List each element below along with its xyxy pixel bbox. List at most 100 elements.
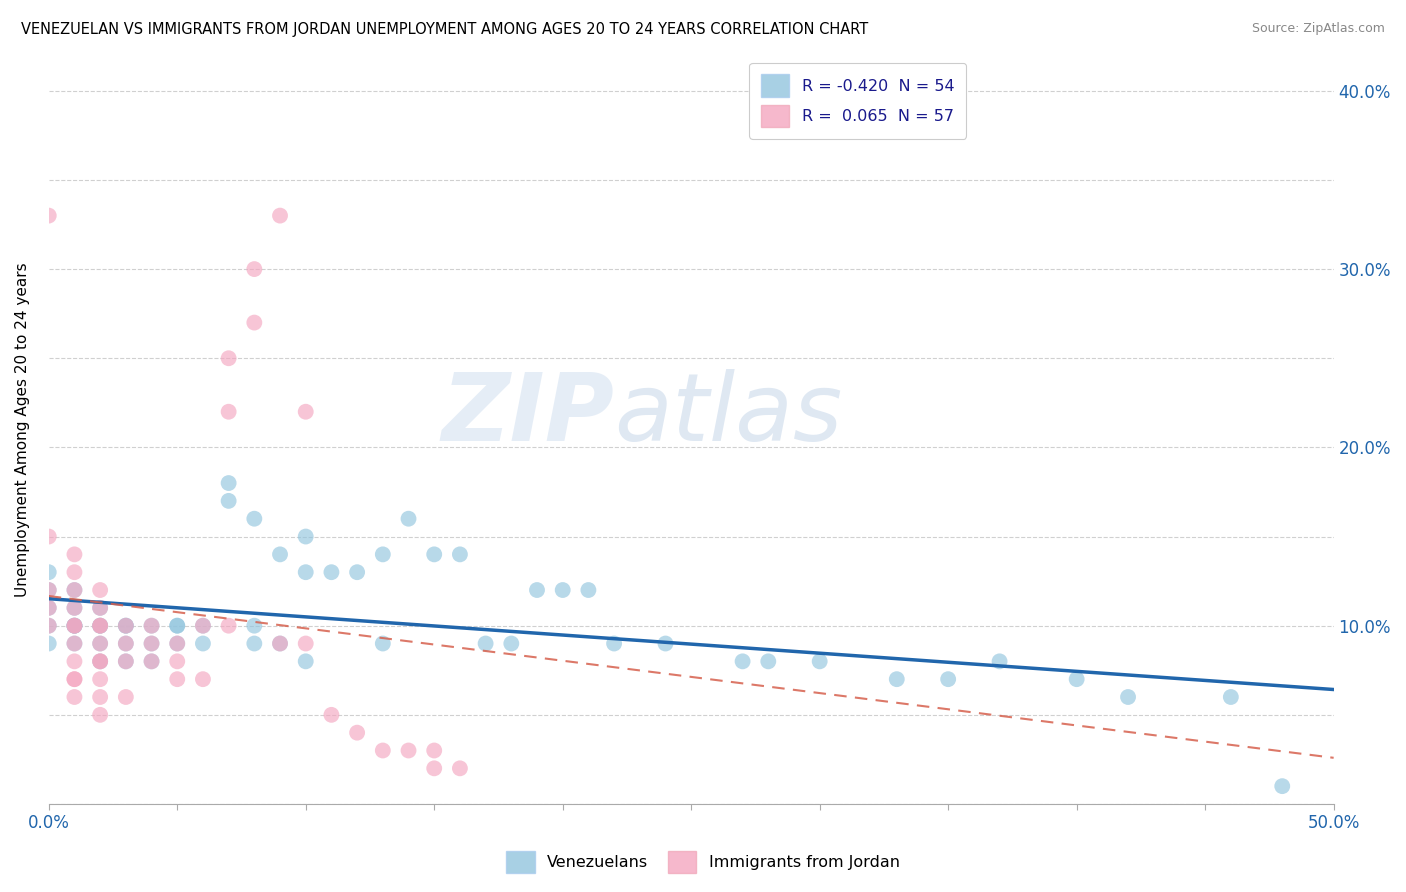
Point	[63, 636, 86, 650]
Point	[141, 654, 163, 668]
Point	[63, 600, 86, 615]
Point	[38, 530, 60, 544]
Point	[501, 636, 523, 650]
Point	[89, 636, 111, 650]
Point	[191, 618, 214, 632]
Point	[89, 618, 111, 632]
Text: VENEZUELAN VS IMMIGRANTS FROM JORDAN UNEMPLOYMENT AMONG AGES 20 TO 24 YEARS CORR: VENEZUELAN VS IMMIGRANTS FROM JORDAN UNE…	[21, 22, 869, 37]
Point	[89, 618, 111, 632]
Point	[423, 761, 446, 775]
Point	[63, 582, 86, 597]
Point	[936, 672, 959, 686]
Point	[166, 672, 188, 686]
Point	[576, 582, 599, 597]
Point	[218, 405, 240, 419]
Point	[731, 654, 754, 668]
Point	[115, 654, 138, 668]
Point	[269, 636, 291, 650]
Point	[115, 654, 138, 668]
Point	[756, 654, 779, 668]
Point	[63, 582, 86, 597]
Point	[63, 600, 86, 615]
Point	[398, 512, 420, 526]
Point	[218, 618, 240, 632]
Point	[166, 636, 188, 650]
Point	[38, 582, 60, 597]
Point	[115, 618, 138, 632]
Point	[38, 618, 60, 632]
Point	[89, 636, 111, 650]
Point	[38, 565, 60, 579]
Point	[526, 582, 548, 597]
Point	[398, 743, 420, 757]
Point	[63, 618, 86, 632]
Point	[89, 672, 111, 686]
Text: atlas: atlas	[614, 369, 842, 460]
Point	[321, 707, 343, 722]
Point	[38, 618, 60, 632]
Point	[449, 761, 471, 775]
Point	[191, 672, 214, 686]
Point	[63, 618, 86, 632]
Legend: R = -0.420  N = 54, R =  0.065  N = 57: R = -0.420 N = 54, R = 0.065 N = 57	[749, 63, 966, 138]
Point	[89, 654, 111, 668]
Point	[166, 636, 188, 650]
Point	[603, 636, 626, 650]
Point	[38, 582, 60, 597]
Point	[89, 618, 111, 632]
Point	[89, 600, 111, 615]
Point	[346, 725, 368, 739]
Point	[1219, 690, 1241, 704]
Point	[294, 405, 316, 419]
Point	[243, 512, 266, 526]
Point	[269, 547, 291, 561]
Point	[63, 672, 86, 686]
Point	[218, 351, 240, 366]
Point	[63, 618, 86, 632]
Point	[115, 636, 138, 650]
Text: Source: ZipAtlas.com: Source: ZipAtlas.com	[1251, 22, 1385, 36]
Point	[89, 582, 111, 597]
Point	[63, 690, 86, 704]
Point	[141, 618, 163, 632]
Point	[218, 476, 240, 491]
Point	[243, 618, 266, 632]
Point	[321, 565, 343, 579]
Point	[89, 654, 111, 668]
Point	[1116, 690, 1139, 704]
Point	[886, 672, 908, 686]
Point	[294, 636, 316, 650]
Point	[218, 494, 240, 508]
Point	[141, 654, 163, 668]
Point	[141, 636, 163, 650]
Point	[191, 618, 214, 632]
Point	[294, 654, 316, 668]
Point	[551, 582, 574, 597]
Point	[294, 530, 316, 544]
Point	[1066, 672, 1088, 686]
Point	[166, 618, 188, 632]
Point	[63, 672, 86, 686]
Point	[89, 618, 111, 632]
Point	[38, 600, 60, 615]
Legend: Venezuelans, Immigrants from Jordan: Venezuelans, Immigrants from Jordan	[499, 844, 907, 880]
Point	[63, 636, 86, 650]
Point	[115, 690, 138, 704]
Point	[191, 636, 214, 650]
Point	[269, 636, 291, 650]
Point	[243, 262, 266, 277]
Point	[346, 565, 368, 579]
Point	[38, 209, 60, 223]
Point	[166, 618, 188, 632]
Point	[474, 636, 496, 650]
Point	[166, 654, 188, 668]
Point	[89, 690, 111, 704]
Point	[141, 618, 163, 632]
Point	[654, 636, 676, 650]
Point	[115, 636, 138, 650]
Point	[38, 600, 60, 615]
Point	[423, 547, 446, 561]
Point	[294, 565, 316, 579]
Point	[371, 547, 394, 561]
Point	[371, 743, 394, 757]
